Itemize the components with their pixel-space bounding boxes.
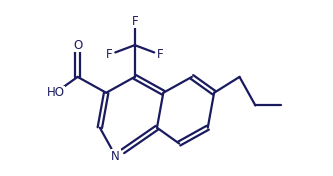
Text: HO: HO: [46, 86, 64, 99]
Text: F: F: [132, 15, 138, 28]
Text: F: F: [106, 48, 113, 61]
Text: N: N: [111, 150, 120, 163]
Text: F: F: [157, 48, 164, 61]
Text: O: O: [73, 39, 82, 52]
